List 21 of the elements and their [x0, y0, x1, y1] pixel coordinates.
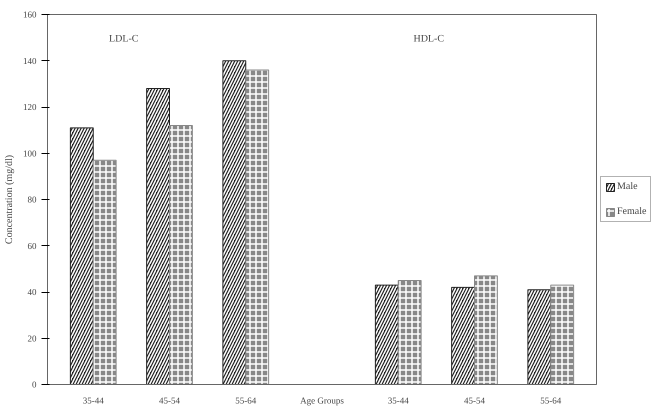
x-tick-label: 35-44 [82, 396, 104, 406]
annotation: HDL-C [413, 34, 444, 44]
y-tick-label: 120 [23, 102, 37, 112]
y-axis-title: Concentration (mg/dl) [4, 154, 15, 244]
y-tick-label: 140 [23, 56, 37, 66]
y-tick-label: 0 [32, 380, 37, 390]
x-tick-label: 35-44 [388, 396, 410, 406]
x-tick-label: 55-64 [540, 396, 562, 406]
y-tick-label: 100 [23, 148, 37, 158]
y-tick-label: 20 [28, 333, 37, 344]
y-tick-label: 40 [28, 287, 37, 297]
x-tick-label: Age Groups [300, 396, 344, 406]
y-tick-label: 160 [23, 10, 37, 20]
y-tick-label: 80 [28, 194, 37, 204]
x-tick-label: 55-64 [235, 396, 257, 406]
x-tick-label: 45-54 [464, 396, 486, 406]
legend-label: Female [617, 206, 646, 217]
legend-label: Male [617, 181, 638, 192]
x-tick-label: 45-54 [159, 396, 180, 406]
y-tick-label: 60 [28, 240, 37, 251]
annotation: LDL-C [109, 34, 139, 44]
